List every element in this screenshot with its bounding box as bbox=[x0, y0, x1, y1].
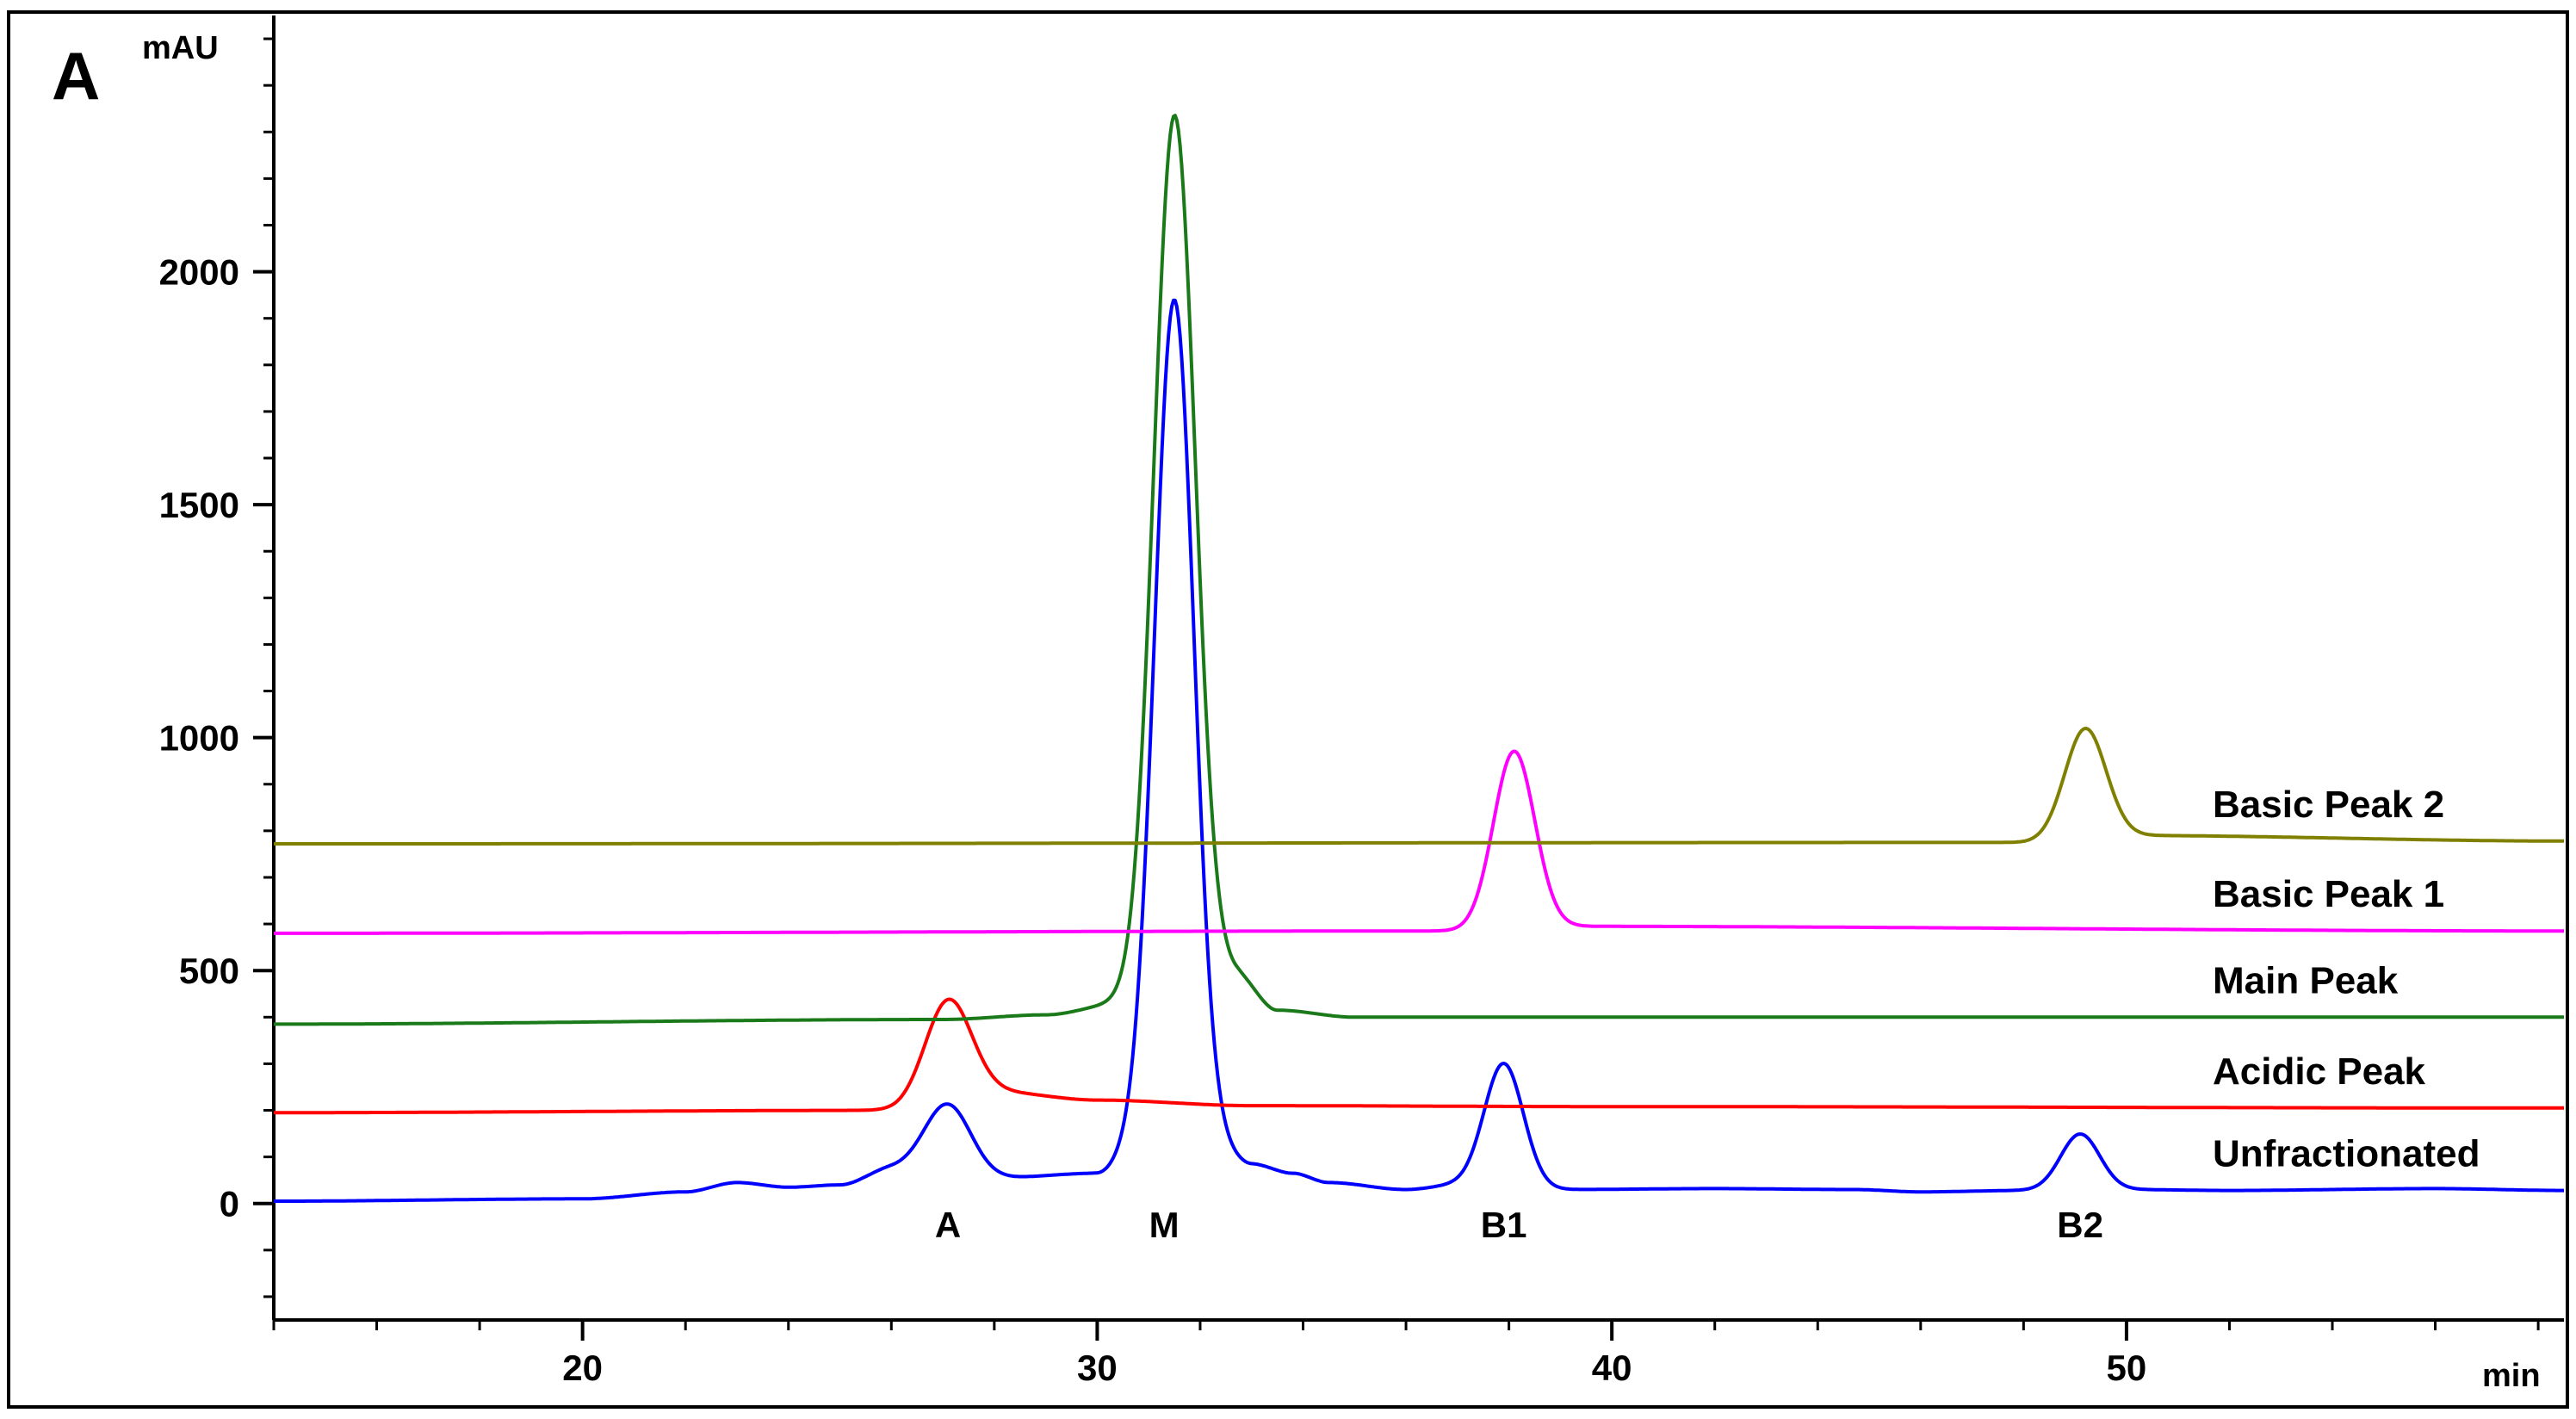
y-tick-label: 0 bbox=[220, 1184, 239, 1224]
figure-frame bbox=[7, 10, 2569, 1409]
traces bbox=[273, 114, 2565, 1203]
series-label-unfractionated: Unfractionated bbox=[2213, 1133, 2480, 1175]
trace-basic-peak-2 bbox=[273, 727, 2565, 846]
y-tick-label: 2000 bbox=[159, 252, 239, 293]
panel-letter: A bbox=[52, 38, 100, 114]
y-unit-label: mAU bbox=[142, 30, 219, 66]
series-labels: Unfractionated Acidic Peak Main Peak Basic … bbox=[2213, 784, 2480, 1175]
x-tick-label: 30 bbox=[1077, 1348, 1118, 1388]
y-tick-label: 1500 bbox=[159, 485, 239, 525]
y-tick-label: 1000 bbox=[159, 718, 239, 759]
x-tick-label: 20 bbox=[562, 1348, 603, 1388]
series-label-main-peak: Main Peak bbox=[2213, 959, 2399, 1001]
x-unit-label: min bbox=[2482, 1358, 2541, 1394]
peak-label-b1: B1 bbox=[1481, 1205, 1527, 1245]
peak-label-m: M bbox=[1149, 1205, 1180, 1245]
y-tick-label: 500 bbox=[179, 951, 239, 991]
trace-acidic-peak bbox=[273, 997, 2565, 1115]
x-tick-label: 50 bbox=[2107, 1348, 2147, 1388]
trace-main-peak bbox=[273, 114, 2565, 1026]
trace-unfractionated bbox=[273, 298, 2565, 1203]
series-label-acidic-peak: Acidic Peak bbox=[2213, 1050, 2426, 1093]
series-label-basic-peak-2: Basic Peak 2 bbox=[2213, 784, 2444, 826]
x-tick-label: 40 bbox=[1592, 1348, 1632, 1388]
trace-basic-peak-1 bbox=[273, 749, 2565, 935]
peak-label-b2: B2 bbox=[2057, 1205, 2103, 1245]
peak-labels: A M B1 B2 bbox=[935, 1205, 2103, 1245]
series-label-basic-peak-1: Basic Peak 1 bbox=[2213, 873, 2444, 915]
peak-label-a: A bbox=[935, 1205, 961, 1245]
